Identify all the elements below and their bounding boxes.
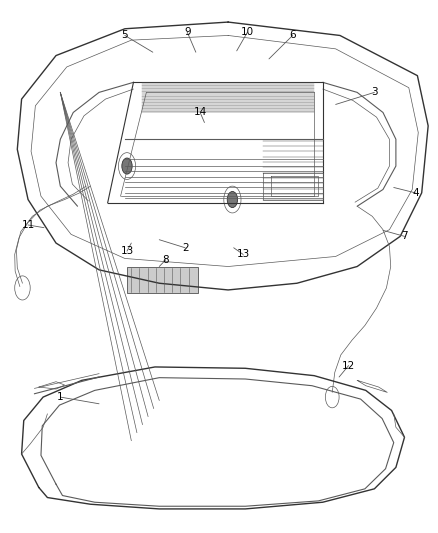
Text: 13: 13 — [236, 249, 249, 260]
Text: 12: 12 — [341, 361, 354, 370]
Text: 2: 2 — [181, 243, 188, 253]
Text: 4: 4 — [411, 188, 417, 198]
Text: 13: 13 — [120, 246, 133, 256]
Text: 9: 9 — [184, 27, 190, 37]
Text: 10: 10 — [240, 27, 254, 37]
Text: 8: 8 — [162, 255, 169, 265]
Text: 3: 3 — [370, 87, 377, 98]
Bar — [127, 266, 198, 293]
Text: 7: 7 — [400, 231, 407, 241]
Text: 11: 11 — [21, 220, 35, 230]
Text: 6: 6 — [289, 30, 295, 41]
Text: 1: 1 — [57, 392, 64, 402]
Text: 14: 14 — [193, 108, 206, 117]
Text: 5: 5 — [121, 30, 128, 41]
Circle shape — [227, 191, 237, 207]
Circle shape — [122, 158, 132, 174]
